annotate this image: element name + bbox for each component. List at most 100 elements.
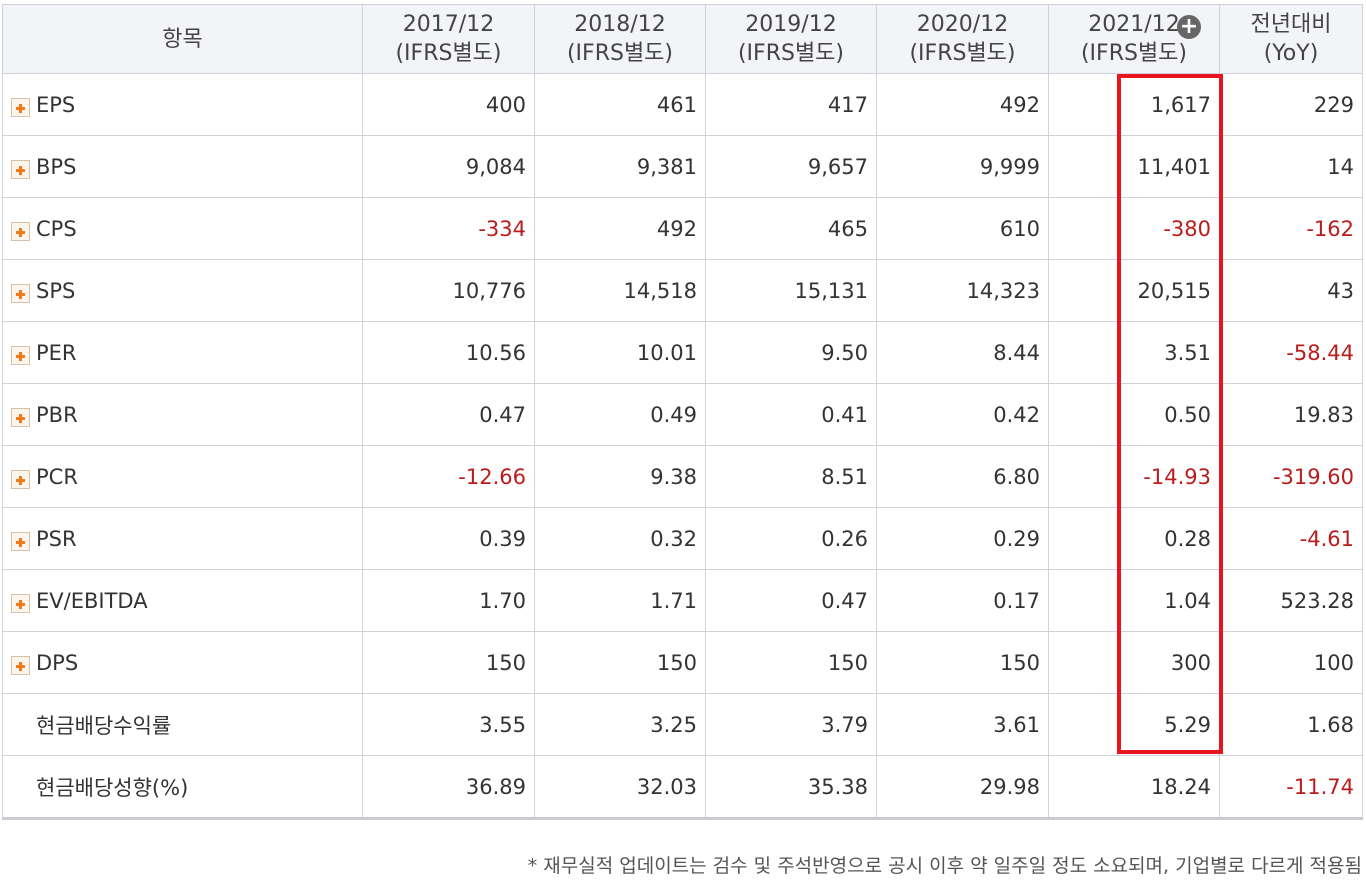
row-label-cell[interactable]: EPS: [2, 73, 363, 136]
footnote: * 재무실적 업데이트는 검수 및 주석반영으로 공시 이후 약 일주일 정도 …: [527, 855, 1362, 877]
value-cell: -14.93: [1048, 445, 1220, 508]
value-cell: 300: [1048, 631, 1220, 694]
column-header-2017: 2017/12 (IFRS별도): [362, 4, 535, 74]
value-cell: -11.74: [1219, 755, 1363, 820]
row-label: PBR: [36, 402, 78, 427]
value-cell: 461: [534, 73, 706, 136]
value-cell: 10.56: [362, 321, 535, 384]
plus-circle-icon[interactable]: +: [1177, 15, 1201, 39]
value-cell: 0.49: [534, 383, 706, 446]
expand-plus-icon[interactable]: [11, 532, 30, 551]
table-row: PSR 0.39 0.32 0.26 0.29 0.28 -4.61: [2, 507, 1363, 570]
value-cell: 14,518: [534, 259, 706, 322]
value-cell: 3.61: [876, 693, 1049, 756]
value-cell: 0.47: [705, 569, 877, 632]
value-cell: 150: [362, 631, 535, 694]
expand-plus-icon[interactable]: [11, 160, 30, 179]
table-row: 현금배당성향(%) 36.89 32.03 35.38 29.98 18.24 -11.74: [2, 755, 1363, 820]
row-label-cell[interactable]: PCR: [2, 445, 363, 508]
column-header-2021: 2021/12 (IFRS별도) +: [1048, 4, 1220, 74]
row-label: DPS: [36, 650, 79, 675]
value-cell: 20,515: [1048, 259, 1220, 322]
column-header-2019: 2019/12 (IFRS별도): [705, 4, 877, 74]
column-period: 2018/12: [574, 12, 666, 37]
value-cell: 9,657: [705, 135, 877, 198]
row-label-cell[interactable]: PBR: [2, 383, 363, 446]
value-cell: 0.47: [362, 383, 535, 446]
row-label-cell[interactable]: PSR: [2, 507, 363, 570]
value-cell: -162: [1219, 197, 1363, 260]
row-label-cell: 현금배당성향(%): [2, 755, 363, 820]
table-row: PER 10.56 10.01 9.50 8.44 3.51 -58.44: [2, 321, 1363, 384]
column-basis: (IFRS별도): [395, 41, 502, 66]
column-period: 전년대비: [1250, 12, 1332, 37]
row-label: EV/EBITDA: [36, 588, 148, 613]
expand-plus-icon[interactable]: [11, 222, 30, 241]
expand-plus-icon[interactable]: [11, 408, 30, 427]
value-cell: -380: [1048, 197, 1220, 260]
value-cell: 465: [705, 197, 877, 260]
expand-plus-icon[interactable]: [11, 656, 30, 675]
row-label: BPS: [36, 154, 77, 179]
value-cell: 0.32: [534, 507, 706, 570]
value-cell: 3.55: [362, 693, 535, 756]
table-row: EPS 400 461 417 492 1,617 229: [2, 73, 1363, 136]
row-label: CPS: [36, 216, 77, 241]
row-label-cell[interactable]: DPS: [2, 631, 363, 694]
expand-plus-icon[interactable]: [11, 98, 30, 117]
value-cell: 610: [876, 197, 1049, 260]
value-cell: -319.60: [1219, 445, 1363, 508]
value-cell: 32.03: [534, 755, 706, 820]
column-header-2020: 2020/12 (IFRS별도): [876, 4, 1049, 74]
value-cell: 35.38: [705, 755, 877, 820]
row-label-cell[interactable]: EV/EBITDA: [2, 569, 363, 632]
value-cell: 0.17: [876, 569, 1049, 632]
expand-plus-icon[interactable]: [11, 470, 30, 489]
column-basis: (IFRS별도): [737, 41, 845, 66]
row-label-cell[interactable]: CPS: [2, 197, 363, 260]
value-cell: 492: [876, 73, 1049, 136]
column-basis: (IFRS별도): [1080, 41, 1188, 66]
value-cell: 400: [362, 73, 535, 136]
row-label: PER: [36, 340, 77, 365]
value-cell: 36.89: [362, 755, 535, 820]
row-label: PSR: [36, 526, 77, 551]
value-cell: 14,323: [876, 259, 1049, 322]
value-cell: 9,381: [534, 135, 706, 198]
value-cell: 100: [1219, 631, 1363, 694]
value-cell: 1,617: [1048, 73, 1220, 136]
value-cell: 0.42: [876, 383, 1049, 446]
row-label-cell[interactable]: SPS: [2, 259, 363, 322]
row-label-cell[interactable]: PER: [2, 321, 363, 384]
value-cell: 19.83: [1219, 383, 1363, 446]
value-cell: 8.51: [705, 445, 877, 508]
value-cell: 150: [534, 631, 706, 694]
value-cell: 492: [534, 197, 706, 260]
expand-plus-icon[interactable]: [11, 284, 30, 303]
header-row: 항목 2017/12 (IFRS별도) 2018/12 (IFRS별도) 2019/…: [2, 4, 1363, 74]
column-period: 2017/12: [402, 12, 495, 37]
value-cell: 150: [705, 631, 877, 694]
value-cell: 9.38: [534, 445, 706, 508]
expand-plus-icon[interactable]: [11, 346, 30, 365]
value-cell: 29.98: [876, 755, 1049, 820]
value-cell: 229: [1219, 73, 1363, 136]
expand-plus-icon[interactable]: [11, 594, 30, 613]
table-row: DPS 150 150 150 150 300 100: [2, 631, 1363, 694]
value-cell: 150: [876, 631, 1049, 694]
column-period: 2021/12: [1088, 12, 1180, 37]
column-period: 2019/12: [745, 12, 837, 37]
value-cell: 0.41: [705, 383, 877, 446]
column-header-2018: 2018/12 (IFRS별도): [534, 4, 706, 74]
value-cell: -12.66: [362, 445, 535, 508]
value-cell: 1.04: [1048, 569, 1220, 632]
item-header-label: 항목: [162, 26, 203, 52]
value-cell: 1.70: [362, 569, 535, 632]
item-column-header: 항목: [2, 4, 363, 74]
value-cell: 1.71: [534, 569, 706, 632]
value-cell: 9.50: [705, 321, 877, 384]
row-label-cell[interactable]: BPS: [2, 135, 363, 198]
value-cell: -4.61: [1219, 507, 1363, 570]
value-cell: 8.44: [876, 321, 1049, 384]
value-cell: 3.79: [705, 693, 877, 756]
